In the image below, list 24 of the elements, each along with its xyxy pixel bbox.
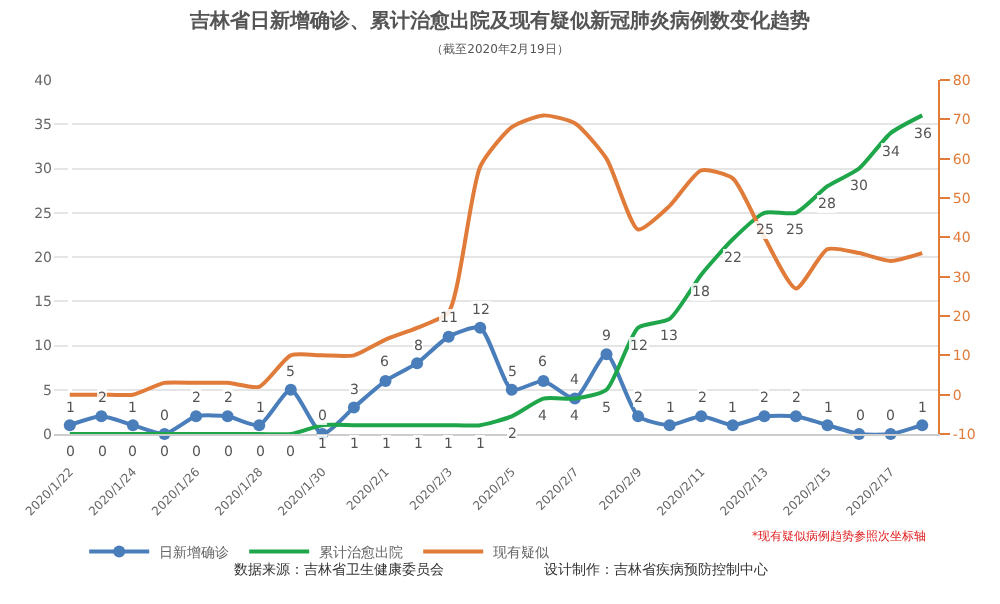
point: [284, 383, 297, 396]
point: [95, 410, 108, 423]
point: [505, 383, 518, 396]
point: [663, 419, 676, 432]
point: [190, 410, 203, 423]
point: [537, 374, 550, 387]
point: [821, 419, 834, 432]
point: [253, 419, 266, 432]
point: [379, 374, 392, 387]
point: [221, 410, 234, 423]
point: [600, 348, 613, 361]
point: [758, 410, 771, 423]
point: [916, 419, 929, 432]
point: [411, 357, 424, 370]
point: [63, 419, 76, 432]
point: [632, 410, 645, 423]
point: [474, 321, 487, 334]
point: [126, 419, 139, 432]
point: [789, 410, 802, 423]
point: [442, 330, 455, 343]
point: [347, 401, 360, 414]
point: [726, 419, 739, 432]
point: [695, 410, 708, 423]
chart-title: 吉林省日新增确诊、累计治愈出院及现有疑似新冠肺炎病例数变化趋势: [188, 9, 810, 34]
